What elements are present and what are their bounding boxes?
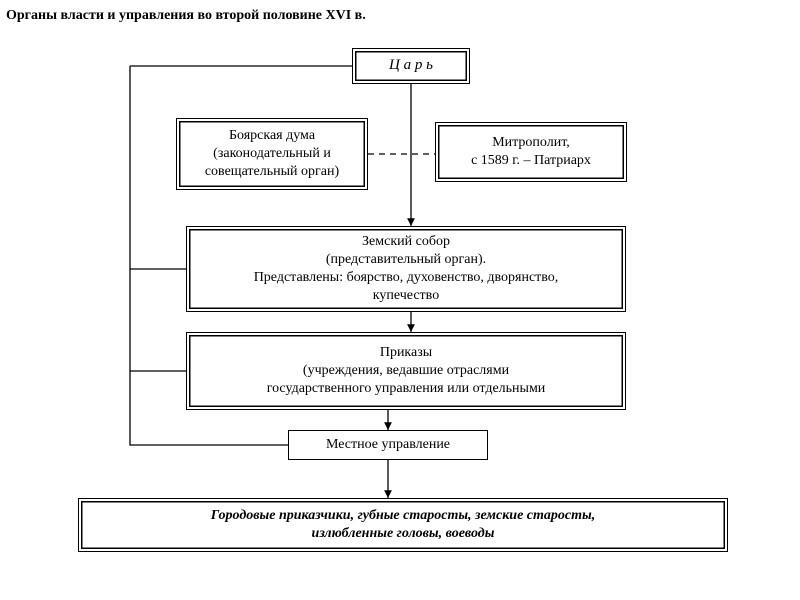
diagram-title: Органы власти и управления во второй пол… xyxy=(6,8,366,24)
node-prikazy-label: Приказы(учреждения, ведавшие отраслямиго… xyxy=(193,340,619,403)
node-officials-label: Городовые приказчики, губные старосты, з… xyxy=(85,503,721,547)
node-prikazy: Приказы(учреждения, ведавшие отраслямиго… xyxy=(186,332,626,410)
node-duma-label: Боярская дума(законодательный исовещател… xyxy=(183,123,361,186)
node-tsar: Ц а р ь xyxy=(352,48,470,84)
node-tsar-label: Ц а р ь xyxy=(359,52,463,80)
node-sobor: Земский собор(представительный орган).Пр… xyxy=(186,226,626,312)
node-sobor-label: Земский собор(представительный орган).Пр… xyxy=(193,229,619,310)
node-local-label: Местное управление xyxy=(289,432,487,458)
node-metropolitan: Митрополит,с 1589 г. – Патриарх xyxy=(435,122,627,182)
node-metropolitan-label: Митрополит,с 1589 г. – Патриарх xyxy=(442,130,620,174)
node-local: Местное управление xyxy=(288,430,488,460)
node-duma: Боярская дума(законодательный исовещател… xyxy=(176,118,368,190)
node-officials: Городовые приказчики, губные старосты, з… xyxy=(78,498,728,552)
